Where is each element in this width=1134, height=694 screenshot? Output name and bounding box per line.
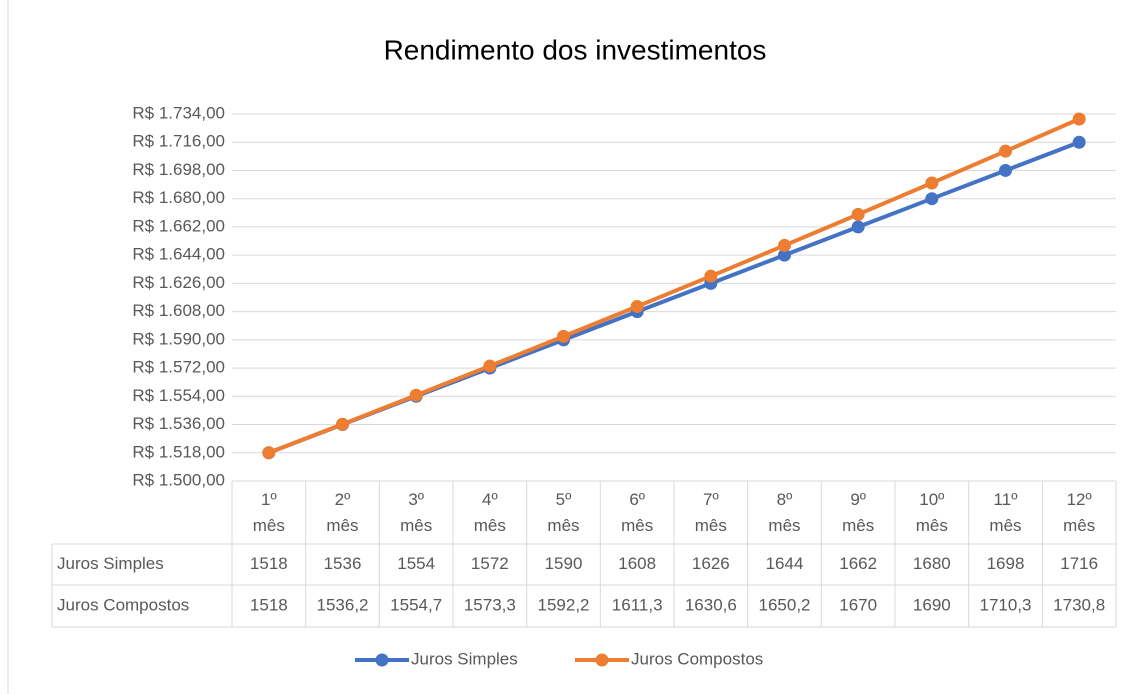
y-tick-label: R$ 1.608,00 — [132, 301, 225, 320]
point — [630, 299, 644, 313]
table-cell: 1608 — [618, 554, 656, 573]
legend-label: Juros Simples — [411, 649, 518, 668]
x-tick-label: 12º mês — [1063, 490, 1096, 535]
table-cell: 1592,2 — [538, 595, 590, 614]
table-cell: 1573,3 — [464, 595, 516, 614]
x-tick-label-box: 11º mês — [989, 490, 1022, 535]
x-tick-label-box: 7º mês — [694, 490, 727, 535]
x-tick-label: 3º mês — [400, 490, 433, 535]
y-tick-label: R$ 1.644,00 — [132, 245, 225, 264]
point — [999, 144, 1012, 158]
point — [778, 238, 791, 252]
point — [483, 359, 497, 373]
legend-marker — [595, 653, 609, 667]
table-cell: 1626 — [692, 554, 730, 573]
table-cell: 1662 — [839, 554, 877, 573]
table-cell: 1536 — [324, 554, 362, 573]
table-cell: 1630,6 — [685, 595, 737, 614]
point — [704, 269, 718, 283]
y-tick-label: R$ 1.536,00 — [132, 414, 225, 433]
point — [1072, 135, 1086, 149]
table-row-label: Juros Compostos — [57, 595, 189, 614]
table-cell: 1730,8 — [1053, 595, 1105, 614]
point — [1072, 112, 1086, 126]
y-tick-label: R$ 1.698,00 — [132, 160, 225, 179]
point — [409, 388, 423, 402]
x-tick-label: 11º mês — [989, 490, 1022, 535]
y-tick-label: R$ 1.734,00 — [132, 103, 225, 122]
x-tick-label: 5º mês — [547, 490, 580, 535]
y-tick-label: R$ 1.572,00 — [132, 358, 225, 377]
x-tick-label: 6º mês — [621, 490, 654, 535]
legend-label: Juros Compostos — [631, 649, 763, 668]
point — [999, 163, 1012, 177]
y-tick-label: R$ 1.554,00 — [132, 386, 225, 405]
point — [851, 220, 865, 234]
x-tick-label-box: 6º mês — [621, 490, 654, 535]
table-cell: 1611,3 — [612, 595, 663, 614]
y-tick-label: R$ 1.500,00 — [132, 470, 225, 489]
x-tick-label: 8º mês — [768, 490, 801, 535]
point — [778, 248, 791, 262]
legend-marker — [375, 653, 389, 667]
x-tick-label-box: 9º mês — [842, 490, 875, 535]
y-tick-label: R$ 1.590,00 — [132, 329, 225, 348]
table-cell: 1680 — [913, 554, 951, 573]
table-cell: 1518 — [250, 554, 288, 573]
table-cell: 1670 — [839, 595, 877, 614]
x-tick-label: 7º mês — [694, 490, 727, 535]
table-cell: 1572 — [471, 554, 509, 573]
table-cell: 1710,3 — [980, 595, 1032, 614]
x-tick-label-box: 3º mês — [400, 490, 433, 535]
x-tick-label-box: 5º mês — [547, 490, 580, 535]
x-tick-label-box: 1º mês — [252, 490, 285, 535]
x-tick-label-box: 12º mês — [1063, 490, 1096, 535]
table-cell: 1554,7 — [390, 595, 442, 614]
x-tick-label: 4º mês — [473, 490, 506, 535]
x-tick-label-box: 2º mês — [326, 490, 359, 535]
table-cell: 1644 — [766, 554, 804, 573]
x-tick-label: 1º mês — [252, 490, 285, 535]
y-tick-label: R$ 1.662,00 — [132, 216, 225, 235]
line-series — [268, 117, 1080, 455]
x-tick-label-box: 4º mês — [473, 490, 506, 535]
point — [851, 207, 865, 221]
table-cell: 1650,2 — [759, 595, 811, 614]
point — [925, 176, 939, 190]
point — [925, 192, 939, 206]
y-tick-label: R$ 1.626,00 — [132, 273, 225, 292]
y-tick-label: R$ 1.716,00 — [132, 132, 225, 151]
x-tick-label-box: 10º mês — [915, 490, 948, 535]
chart-title: Rendimento dos investimentos — [384, 34, 767, 65]
table-cell: 1590 — [545, 554, 583, 573]
y-tick-label: R$ 1.518,00 — [132, 442, 225, 461]
table-cell: 1698 — [987, 554, 1025, 573]
x-tick-label: 9º mês — [842, 490, 875, 535]
table-cell: 1536,2 — [317, 595, 369, 614]
table-cell: 1716 — [1060, 554, 1098, 573]
table-cell: 1690 — [913, 595, 951, 614]
x-tick-label: 10º mês — [915, 490, 948, 535]
table-row-label: Juros Simples — [57, 554, 164, 573]
table-cell: 1518 — [250, 595, 288, 614]
point — [336, 417, 349, 431]
x-tick-label-box: 8º mês — [768, 490, 801, 535]
y-tick-label: R$ 1.680,00 — [132, 188, 225, 207]
point — [262, 446, 276, 460]
table-cell: 1554 — [397, 554, 435, 573]
point — [557, 329, 570, 343]
x-tick-label: 2º mês — [326, 490, 359, 535]
